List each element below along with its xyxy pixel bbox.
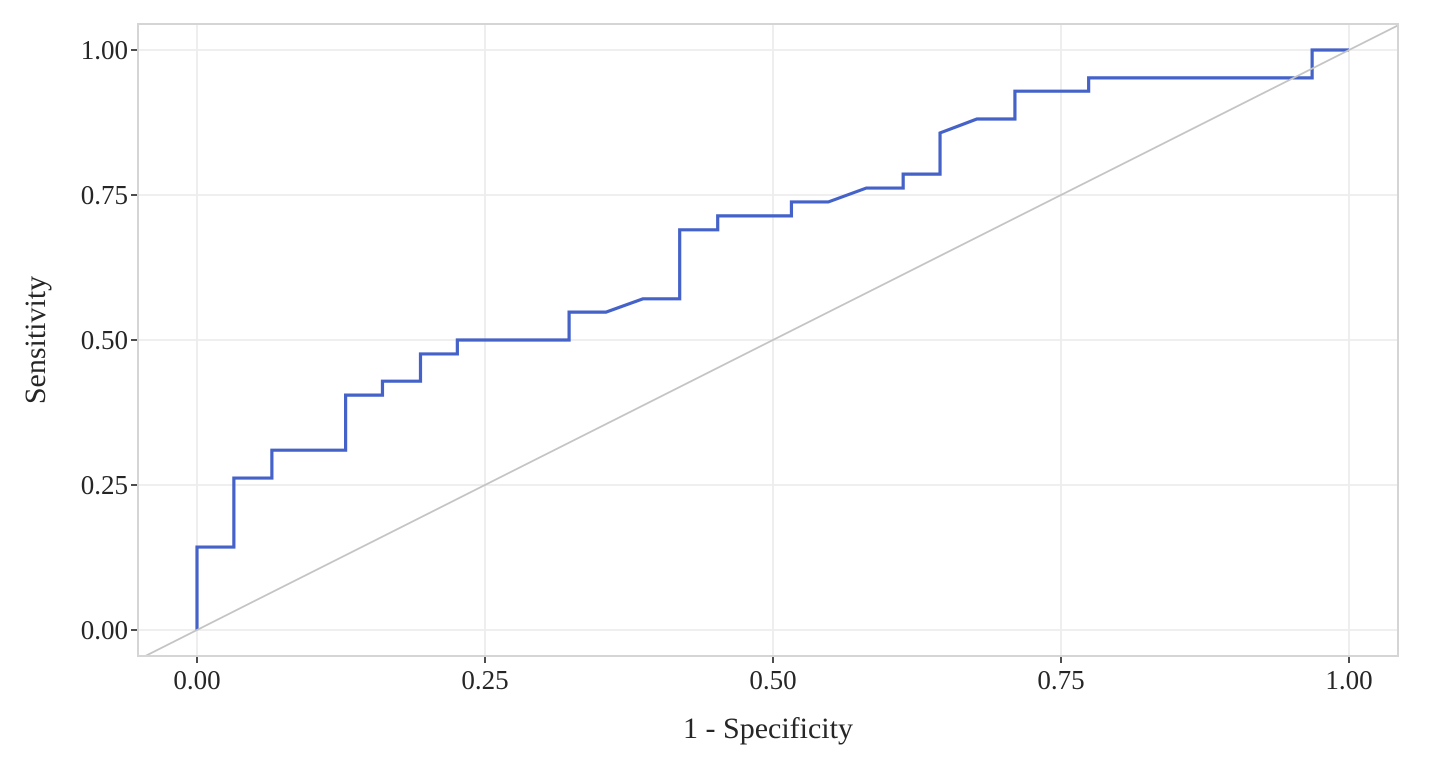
x-axis-title: 1 - Specificity	[683, 712, 853, 745]
y-tick-label: 0.50	[80, 325, 128, 355]
roc-curve-line	[195, 48, 1349, 630]
x-tick-label: 0.00	[173, 665, 221, 695]
reference-diagonal-line	[143, 24, 1398, 656]
x-tick-label: 0.25	[461, 665, 509, 695]
panel-border	[137, 23, 1399, 657]
y-tick-label: 0.00	[80, 615, 128, 645]
y-tick-label: 0.25	[80, 470, 128, 500]
y-tick-label: 0.75	[80, 180, 128, 210]
y-tick-label: 1.00	[80, 35, 128, 65]
x-tick-label: 0.50	[749, 665, 797, 695]
x-tick-label: 1.00	[1325, 665, 1373, 695]
x-tick-label: 0.75	[1037, 665, 1085, 695]
